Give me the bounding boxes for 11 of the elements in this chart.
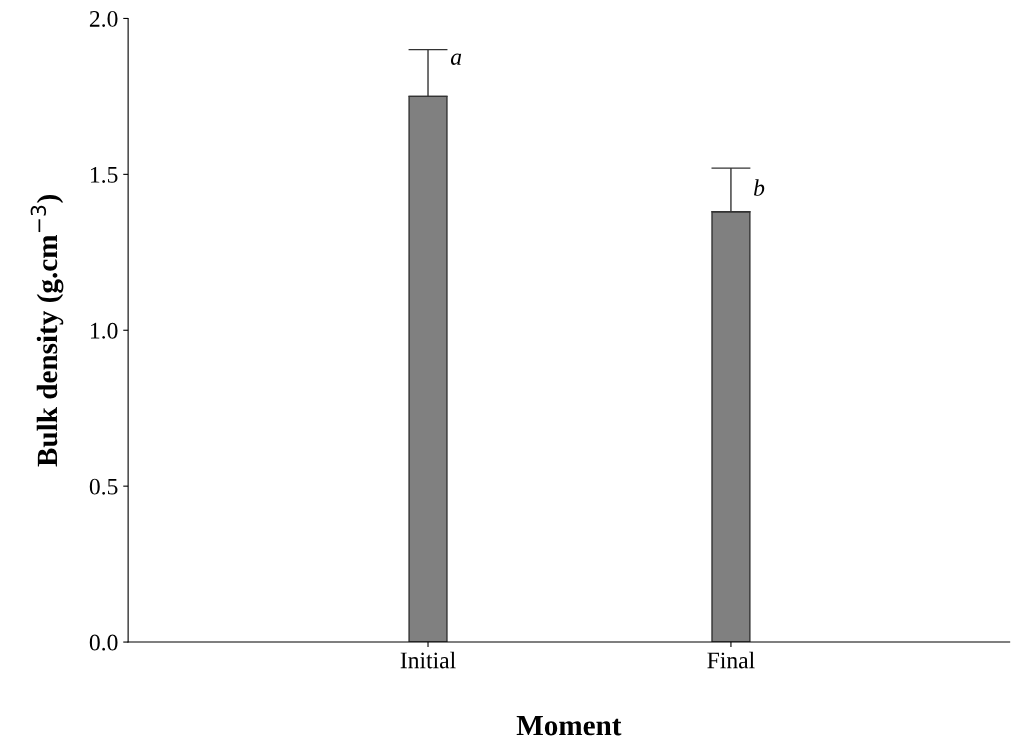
x-tick-label: Initial [400, 651, 456, 669]
y-tick-label: 1.0 [90, 322, 118, 339]
y-tick-label: 1.5 [90, 166, 118, 183]
y-tick-label: 0.0 [89, 634, 118, 651]
annotation: a [450, 53, 462, 65]
annotation: b [754, 179, 765, 196]
y-axis-title: Bulk density (g.cm$^{−3}$) [30, 194, 64, 467]
x-axis-title: Moment [516, 716, 622, 736]
y-tick-label: 0.5 [89, 478, 118, 495]
x-tick-label: Final [707, 651, 755, 669]
y-tick-label: 2.0 [89, 10, 118, 27]
